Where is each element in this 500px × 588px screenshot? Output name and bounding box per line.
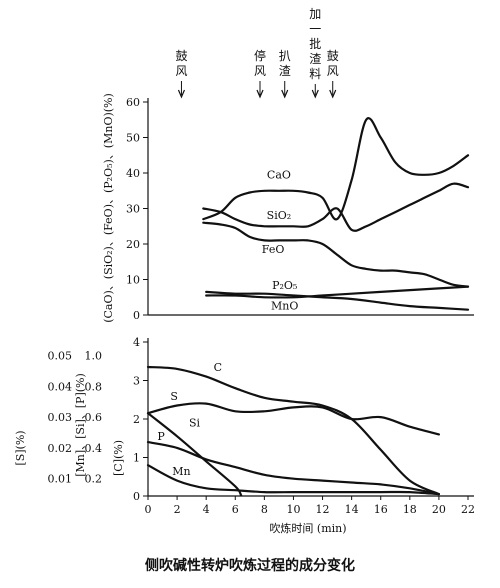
series-label: C bbox=[214, 361, 222, 374]
series-label: SiO₂ bbox=[267, 209, 291, 222]
x-tick-label: 14 bbox=[345, 503, 359, 516]
lower-y-tick-label: 0.6 bbox=[85, 411, 103, 424]
lower-y-tick-label: 0.2 bbox=[85, 473, 103, 486]
x-tick-label: 10 bbox=[286, 503, 300, 516]
event-label-char: 加 bbox=[309, 7, 321, 21]
series-label: Si bbox=[189, 417, 201, 430]
upper-y-tick-label: 30 bbox=[126, 203, 140, 216]
x-tick-label: 12 bbox=[316, 503, 330, 516]
x-axis-title: 吹炼时间 (min) bbox=[269, 521, 346, 535]
upper-y-axis-title: (CaO)、(SiO₂)、(FeO)、(P₂O₅)、(MnO)(%) bbox=[102, 93, 115, 323]
x-tick-label: 20 bbox=[432, 503, 446, 516]
event-label-char: 批 bbox=[309, 36, 321, 51]
lower-y-tick-label: 1 bbox=[133, 452, 140, 465]
event-label-char: 停 bbox=[254, 48, 266, 63]
event-label-char: 渣 bbox=[279, 64, 291, 78]
x-tick-label: 2 bbox=[174, 503, 181, 516]
upper-y-tick-label: 50 bbox=[126, 132, 140, 145]
lower-y-tick-label: 0.05 bbox=[48, 349, 73, 362]
x-tick-label: 4 bbox=[203, 503, 210, 516]
event-arrow-head bbox=[329, 89, 337, 99]
event-label-char: 风 bbox=[327, 64, 339, 78]
upper-y-tick-label: 20 bbox=[126, 238, 140, 251]
event-label-char: 鼓 bbox=[175, 49, 187, 63]
series-label: Mn bbox=[172, 465, 190, 478]
series-line-mn bbox=[146, 464, 440, 496]
series-line-c bbox=[146, 365, 440, 496]
series-line-sio bbox=[202, 182, 470, 232]
series-label: FeO bbox=[262, 243, 285, 256]
lower-y-axis-title-s: [S](%) bbox=[14, 430, 27, 465]
series-line-s bbox=[146, 402, 440, 436]
lower-y-axis-title-c: [C](%) bbox=[112, 440, 125, 476]
event-arrow-head bbox=[177, 89, 186, 99]
lower-y-tick-label: 1.0 bbox=[85, 349, 103, 362]
event-label-char: 风 bbox=[175, 64, 187, 78]
lower-y-tick-label: 0.01 bbox=[48, 473, 73, 486]
series-label: CaO bbox=[267, 168, 291, 181]
x-tick-label: 16 bbox=[374, 503, 388, 516]
lower-y-tick-label: 0.02 bbox=[48, 442, 73, 455]
lower-y-tick-label: 0 bbox=[133, 490, 140, 503]
lower-y-tick-label: 0.04 bbox=[48, 380, 73, 393]
upper-y-tick-label: 40 bbox=[126, 167, 140, 180]
event-label-char: 扒 bbox=[279, 49, 291, 63]
series-line-cao bbox=[202, 117, 470, 221]
event-arrow-head bbox=[311, 89, 319, 99]
series-label: P₂O₅ bbox=[272, 279, 297, 292]
event-arrow-head bbox=[281, 89, 289, 99]
series-line-mno bbox=[205, 290, 470, 311]
upper-y-tick-label: 10 bbox=[126, 274, 140, 287]
series-line-p bbox=[146, 441, 440, 496]
upper-y-tick-label: 60 bbox=[126, 96, 140, 109]
x-tick-label: 18 bbox=[403, 503, 417, 516]
x-tick-label: 8 bbox=[261, 503, 268, 516]
lower-y-tick-label: 2 bbox=[133, 413, 140, 426]
event-label-char: 鼓 bbox=[327, 49, 339, 63]
series-label: S bbox=[170, 390, 178, 403]
event-arrow-head bbox=[256, 89, 264, 99]
series-line-feo bbox=[202, 221, 470, 288]
lower-y-tick-label: 0.03 bbox=[48, 411, 73, 424]
series-label: MnO bbox=[271, 300, 298, 313]
event-label-char: 渣 bbox=[309, 52, 321, 66]
x-tick-label: 6 bbox=[232, 503, 239, 516]
x-tick-label: 0 bbox=[145, 503, 152, 516]
lower-y-tick-label: 0.8 bbox=[85, 380, 103, 393]
event-label-char: 一 bbox=[309, 22, 321, 36]
x-tick-label: 22 bbox=[461, 503, 475, 516]
event-label-char: 料 bbox=[309, 67, 321, 81]
series-line-po bbox=[205, 285, 470, 299]
lower-y-tick-label: 0.4 bbox=[85, 442, 103, 455]
upper-y-tick-label: 0 bbox=[133, 309, 140, 322]
series-label: P bbox=[157, 430, 165, 443]
figure-caption: 侧吹碱性转炉吹炼过程的成分变化 bbox=[145, 557, 355, 574]
lower-y-tick-label: 3 bbox=[133, 375, 140, 388]
lower-y-axis-title-mn: [Mn]、[Si]、[P](%) bbox=[74, 373, 87, 477]
event-label-char: 风 bbox=[254, 64, 266, 78]
lower-y-tick-label: 4 bbox=[133, 336, 140, 349]
